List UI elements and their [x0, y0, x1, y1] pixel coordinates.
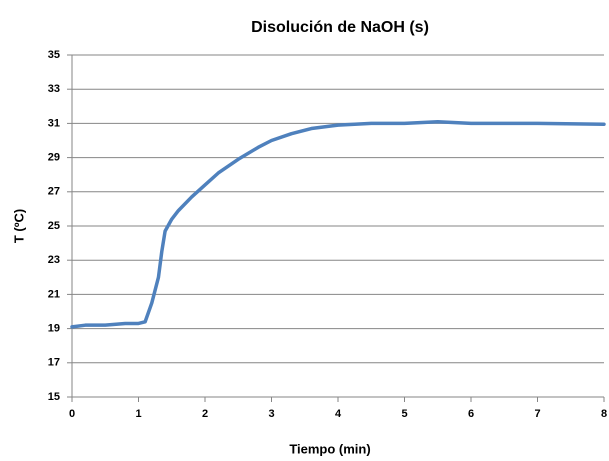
y-tick-label: 27 — [48, 186, 60, 198]
y-tick-label: 23 — [48, 254, 60, 266]
x-axis-label: Tiempo (min) — [289, 441, 370, 456]
x-tick-label: 3 — [268, 408, 274, 420]
y-tick-label: 29 — [48, 152, 60, 164]
x-tick-label: 6 — [468, 408, 474, 420]
x-tick-label: 7 — [534, 408, 540, 420]
x-tick-label: 0 — [69, 408, 75, 420]
y-tick-label: 15 — [48, 391, 60, 403]
x-tick-label: 2 — [202, 408, 208, 420]
y-tick-label: 19 — [48, 323, 60, 335]
y-tick-label: 31 — [48, 117, 60, 129]
x-tick-label: 1 — [135, 408, 141, 420]
y-tick-label: 21 — [48, 288, 60, 300]
x-tick-label: 4 — [335, 408, 342, 420]
y-axis-label: T (ºC) — [11, 209, 26, 243]
chart-title: Disolución de NaOH (s) — [251, 19, 429, 36]
x-tick-label: 5 — [401, 408, 407, 420]
y-tick-label: 17 — [48, 357, 60, 369]
y-tick-label: 25 — [48, 220, 60, 232]
data-line — [70, 119, 606, 329]
y-tick-label: 33 — [48, 83, 60, 95]
y-tick-label: 35 — [48, 49, 60, 61]
x-tick-label: 8 — [601, 408, 607, 420]
